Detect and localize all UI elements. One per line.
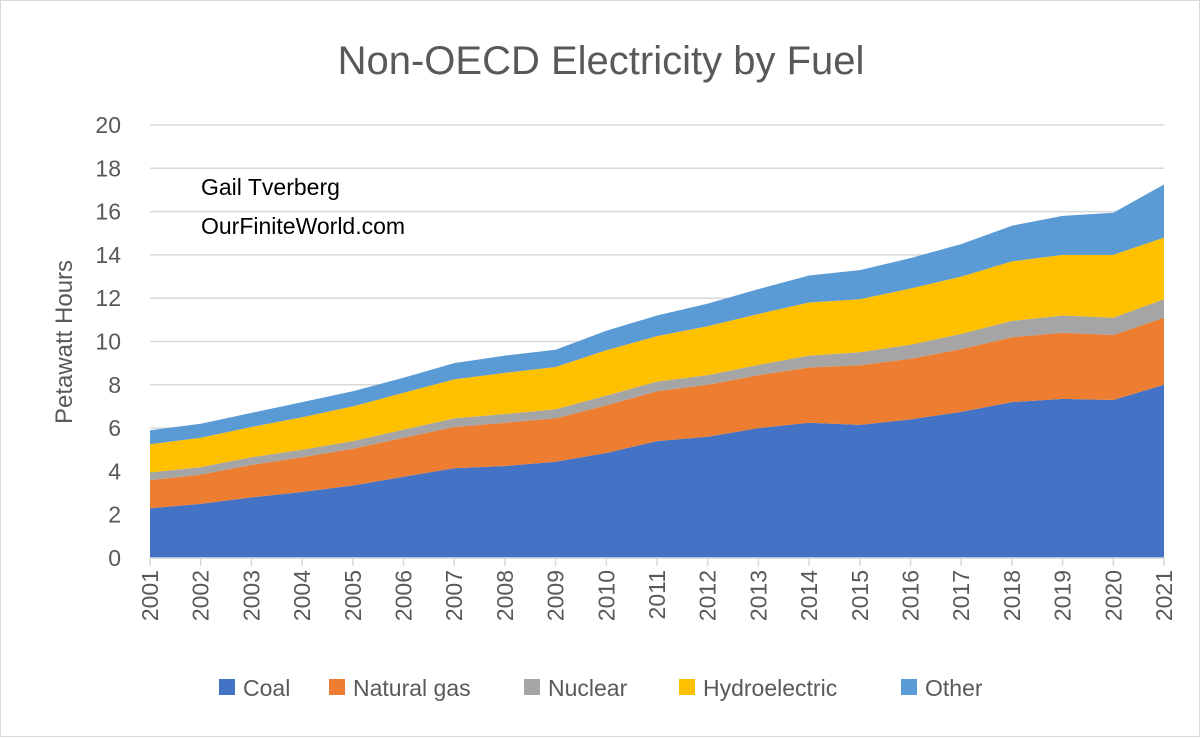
legend-swatch <box>679 679 695 695</box>
x-tick-label: 2016 <box>898 570 924 621</box>
stacked-areas <box>150 184 1164 558</box>
y-tick-label: 6 <box>108 415 121 441</box>
y-tick-label: 14 <box>95 242 121 268</box>
legend-item-other: Other <box>901 675 983 701</box>
legend-label: Coal <box>243 675 290 701</box>
x-tick-label: 2011 <box>644 570 670 619</box>
area-other <box>150 184 1164 445</box>
y-tick-label: 20 <box>95 112 121 138</box>
chart-title: Non-OECD Electricity by Fuel <box>338 39 865 83</box>
y-tick-label: 16 <box>95 199 121 225</box>
y-tick-label: 18 <box>95 155 121 181</box>
legend-item-hydroelectric: Hydroelectric <box>679 675 837 701</box>
x-tick-label: 2008 <box>492 570 518 621</box>
annotation-author: Gail Tverberg <box>201 174 340 200</box>
area-nuclear <box>150 299 1164 481</box>
legend-label: Natural gas <box>353 675 471 701</box>
legend-item-coal: Coal <box>219 675 290 701</box>
y-axis-label: Petawatt Hours <box>51 260 78 424</box>
x-tick-label: 2013 <box>745 570 771 621</box>
legend-swatch <box>901 679 917 695</box>
x-tick-label: 2012 <box>695 570 721 621</box>
legend-swatch <box>329 679 345 695</box>
area-natural-gas <box>150 317 1164 509</box>
y-tick-label: 4 <box>108 458 121 484</box>
x-tick-label: 2020 <box>1100 570 1126 621</box>
x-tick-label: 2006 <box>391 570 417 621</box>
x-tick-label: 2018 <box>999 570 1025 621</box>
annotation-website: OurFiniteWorld.com <box>201 213 405 239</box>
area-coal <box>150 384 1164 558</box>
x-tick-label: 2002 <box>188 570 214 621</box>
legend: Coal Natural gas Nuclear Hydroelectric Other <box>219 675 983 701</box>
x-tick-label: 2001 <box>137 570 163 621</box>
x-tick-label: 2015 <box>847 570 873 621</box>
x-tick-label: 2007 <box>441 570 467 621</box>
x-tick-label: 2005 <box>340 570 366 621</box>
y-tick-label: 12 <box>95 285 121 311</box>
legend-label: Hydroelectric <box>703 675 837 701</box>
x-tick-label: 2017 <box>948 570 974 621</box>
y-tick-label: 8 <box>108 372 121 398</box>
x-tick-label: 2004 <box>289 570 315 621</box>
x-tick-label: 2009 <box>543 570 569 621</box>
x-tick-label: 2010 <box>593 570 619 621</box>
x-axis: 2001 2002 2003 2004 2005 2006 2007 2008 2009 2010… <box>137 557 1177 621</box>
y-tick-label: 2 <box>108 502 121 528</box>
area-hydroelectric <box>150 237 1164 473</box>
x-tick-label: 2014 <box>796 570 822 621</box>
legend-label: Nuclear <box>548 675 628 701</box>
legend-item-natural-gas: Natural gas <box>329 675 471 701</box>
y-axis-ticks: 0 2 4 6 8 10 12 14 16 18 20 <box>95 112 121 571</box>
x-tick-label: 2019 <box>1050 570 1076 621</box>
legend-swatch <box>219 679 235 695</box>
y-tick-label: 0 <box>108 545 121 571</box>
legend-swatch <box>524 679 540 695</box>
x-tick-label: 2003 <box>238 570 264 621</box>
legend-label: Other <box>925 675 983 701</box>
legend-item-nuclear: Nuclear <box>524 675 628 701</box>
y-tick-label: 10 <box>95 329 121 355</box>
x-tick-label: 2021 <box>1151 570 1177 621</box>
